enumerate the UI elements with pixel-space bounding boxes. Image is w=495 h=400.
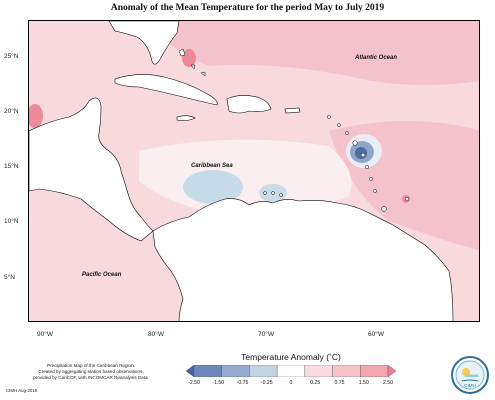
longitude-label-90w: 90°W — [37, 331, 53, 338]
logo-text: CIMH — [464, 383, 476, 388]
latitude-label-20n: 20°N — [4, 108, 19, 115]
legend-tick-label: -0.25 — [260, 380, 273, 386]
warm-anomaly-bahamas — [182, 49, 196, 67]
credit-text: CIMH Aug-2019 — [6, 388, 38, 393]
legend-tick-label: 0 — [289, 380, 293, 386]
atlantic-ocean-label: Atlantic Ocean — [355, 55, 398, 61]
legend-tick-label: 2.50 — [382, 380, 394, 386]
legend-tick-label: -1.50 — [212, 380, 225, 386]
land-jamaica — [176, 115, 196, 121]
footer-line: Precipitation Map of the Caribbean Regio… — [47, 363, 135, 368]
land-puerto-rico — [284, 107, 301, 114]
footer-line: Created by aggregating station based obs… — [38, 369, 144, 374]
land-abc-islands — [263, 191, 283, 197]
legend-ticks: -2.50 -1.50 -0.75 -0.25 0 0.25 0.75 1.50 2.50 — [186, 380, 396, 390]
land-south-america — [152, 198, 454, 321]
anomaly-map — [29, 21, 479, 321]
land-bahamas — [178, 48, 206, 77]
warm-anomaly-gulf — [29, 104, 43, 128]
longitude-label-60w: 60°W — [368, 331, 384, 338]
legend-swatch — [249, 365, 278, 377]
land-cuba — [114, 74, 218, 106]
pacific-ocean-label: Pacific Ocean — [82, 272, 122, 278]
legend-swatch-low-end — [186, 365, 195, 377]
legend-colorbar — [186, 365, 396, 377]
legend-swatch — [221, 365, 250, 377]
legend-tick-label: -0.75 — [236, 380, 249, 386]
land-mexico-central-america — [29, 97, 154, 242]
warm-anomaly-atlantic — [149, 21, 479, 85]
map-title: Anomaly of the Mean Temperature for the … — [110, 3, 385, 13]
latitude-label-25n: 25°N — [4, 53, 19, 60]
cool-anomaly-central — [183, 170, 243, 204]
land-hispaniola — [226, 95, 272, 114]
cold-anomaly-core — [355, 147, 367, 159]
legend-tick-label: 0.25 — [310, 380, 321, 386]
footer-line: provided by CariCOF, with INCOMCAR Reana… — [33, 375, 149, 380]
legend-swatch — [193, 365, 222, 377]
latitude-label-5n: 5°N — [4, 274, 15, 281]
legend-tick-label: -2.50 — [188, 380, 200, 386]
legend-swatch — [360, 365, 389, 377]
latitude-label-10n: 10°N — [4, 218, 19, 225]
longitude-label-80w: 80°W — [148, 331, 164, 338]
legend-tick-label: 1.50 — [358, 380, 369, 386]
legend-swatch — [332, 365, 361, 377]
caribbean-sea-label: Caribbean Sea — [191, 163, 233, 169]
map-panel — [28, 20, 480, 322]
legend-tick-label: 0.75 — [334, 380, 345, 386]
latitude-label-15n: 15°N — [4, 163, 19, 170]
land-florida — [108, 21, 180, 65]
cimh-logo-icon: CIMH — [451, 356, 489, 394]
legend-swatch — [304, 365, 333, 377]
land-lesser-antilles — [327, 115, 410, 212]
legend-swatch — [276, 365, 306, 377]
legend-title: Temperature Anomaly (˚C) — [241, 352, 341, 362]
footer-note: Precipitation Map of the Caribbean Regio… — [6, 363, 176, 381]
longitude-label-70w: 70°W — [258, 331, 274, 338]
legend-swatch-high-end — [387, 365, 396, 377]
